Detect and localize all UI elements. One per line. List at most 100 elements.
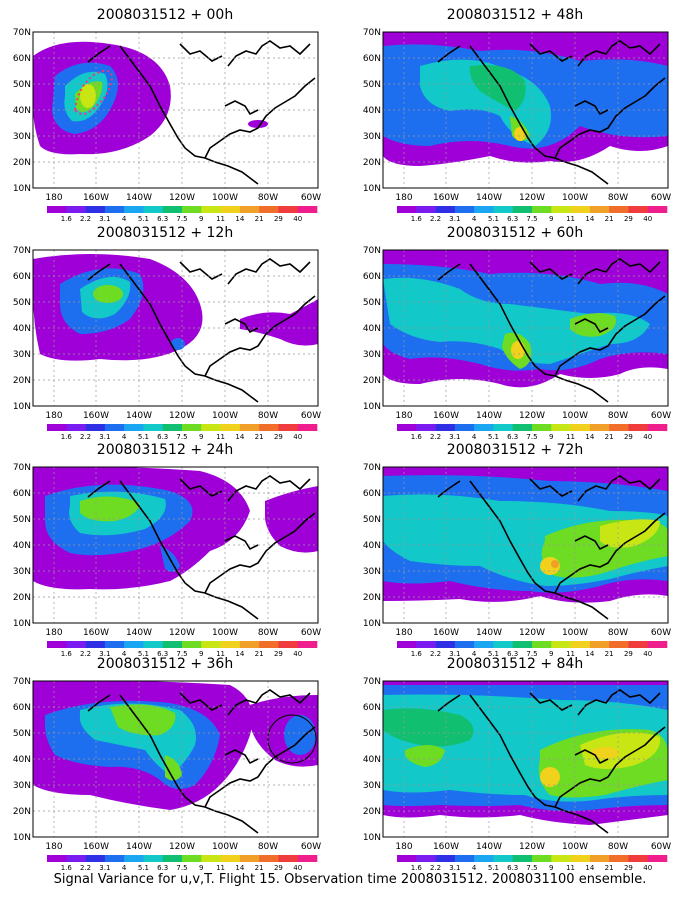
lon-label: 120W xyxy=(519,193,545,203)
variance-region xyxy=(551,560,559,568)
colorbar-swatch xyxy=(124,641,144,648)
colorbar-swatch xyxy=(220,641,241,648)
lon-label: 180 xyxy=(45,628,62,638)
colorbar-swatch xyxy=(66,424,86,431)
lon-label: 160W xyxy=(83,842,109,852)
variance-region xyxy=(600,519,660,548)
panel-60h: 2008031512 + 60h 70N 60N 50N xyxy=(350,224,680,439)
colorbar-label: 11 xyxy=(566,864,575,870)
colorbar-swatch xyxy=(512,206,533,213)
panel-72h: 2008031512 + 72h 70N 60N xyxy=(350,441,680,656)
colorbar-swatch xyxy=(201,206,221,213)
lon-label: 80W xyxy=(608,628,628,638)
variance-region xyxy=(110,704,176,736)
colorbar-swatch xyxy=(85,424,106,431)
colorbar-swatch xyxy=(435,206,456,213)
colorbar-swatch xyxy=(182,424,202,431)
colorbar-swatch xyxy=(259,424,279,431)
colorbar-label: 9 xyxy=(199,650,203,656)
colorbar-swatch xyxy=(397,855,417,862)
panel-title: 2008031512 + 00h xyxy=(96,7,234,23)
lon-label: 80W xyxy=(258,193,278,203)
lat-label: 50N xyxy=(363,515,381,525)
colorbar-swatch xyxy=(628,855,649,862)
colorbar-swatch xyxy=(532,855,552,862)
colorbar: 1.6 2.2 3.1 4 5.1 6.3 7.5 9 11 14 21 29 40 xyxy=(397,424,668,439)
colorbar-label: 11 xyxy=(216,215,225,221)
colorbar-label: 5.1 xyxy=(138,433,149,439)
colorbar-label: 5.1 xyxy=(488,864,499,870)
lat-label: 50N xyxy=(363,729,381,739)
lat-label: 10N xyxy=(13,402,31,412)
lon-label: 80W xyxy=(608,842,628,852)
lon-label: 80W xyxy=(258,411,278,421)
colorbar-swatch xyxy=(124,206,144,213)
colorbar-label: 21 xyxy=(605,864,614,870)
colorbar-label: 2.2 xyxy=(80,433,91,439)
lat-label: 40N xyxy=(363,541,381,551)
colorbar-swatch xyxy=(297,424,318,431)
colorbar-label: 29 xyxy=(274,864,283,870)
colorbar-swatch xyxy=(570,641,591,648)
lon-label: 120W xyxy=(519,628,545,638)
colorbar-label: 9 xyxy=(549,864,553,870)
colorbar-swatch xyxy=(220,206,241,213)
colorbar-label: 2.2 xyxy=(430,215,441,221)
coastline xyxy=(87,258,316,403)
lon-label: 80W xyxy=(258,842,278,852)
colorbar-swatch xyxy=(628,641,649,648)
lat-label: 40N xyxy=(13,106,31,116)
lat-label: 70N xyxy=(363,246,381,256)
lat-label: 30N xyxy=(13,567,31,577)
lon-label: 160W xyxy=(83,411,109,421)
colorbar-swatch xyxy=(66,206,86,213)
panel-title: 2008031512 + 60h xyxy=(446,225,584,241)
colorbar-label: 7.5 xyxy=(176,433,187,439)
lat-label: 10N xyxy=(13,184,31,194)
colorbar-swatch xyxy=(104,206,125,213)
colorbar-label: 7.5 xyxy=(526,864,537,870)
lon-label: 120W xyxy=(169,411,195,421)
colorbar-label: 1.6 xyxy=(411,433,423,439)
colorbar-swatch xyxy=(493,424,514,431)
variance-map: 70N 60N 50N 40N 30N 20N 10N 180 160W 140… xyxy=(363,246,671,439)
variance-region xyxy=(80,496,140,522)
lat-label: 20N xyxy=(363,376,381,386)
colorbar-swatch xyxy=(85,855,106,862)
colorbar-label: 11 xyxy=(216,433,225,439)
colorbar-label: 40 xyxy=(643,864,652,870)
lon-label: 160W xyxy=(433,193,459,203)
lon-label: 180 xyxy=(45,842,62,852)
lon-label: 60W xyxy=(651,193,671,203)
colorbar-label: 40 xyxy=(293,864,302,870)
lat-label: 40N xyxy=(13,324,31,334)
colorbar-swatch xyxy=(259,855,279,862)
lat-label: 70N xyxy=(363,28,381,38)
lon-label: 80W xyxy=(608,411,628,421)
colorbar-label: 14 xyxy=(585,864,594,870)
coastline xyxy=(437,40,666,185)
lat-label: 10N xyxy=(363,184,381,194)
colorbar-swatch xyxy=(609,424,629,431)
colorbar-label: 9 xyxy=(199,215,203,221)
lat-label: 60N xyxy=(363,489,381,499)
colorbar-swatch xyxy=(66,855,86,862)
panel-title: 2008031512 + 12h xyxy=(96,225,234,241)
colorbar-swatch xyxy=(278,424,299,431)
panel-title: 2008031512 + 84h xyxy=(446,656,584,672)
coastline xyxy=(87,689,316,834)
colorbar-label: 6.3 xyxy=(507,433,518,439)
panel-title: 2008031512 + 24h xyxy=(96,442,234,458)
colorbar-label: 1.6 xyxy=(411,650,423,656)
colorbar-swatch xyxy=(454,424,475,431)
colorbar-swatch xyxy=(124,855,144,862)
variance-map: 70N 60N 50N 40N 30N 20N 10N 180 160W 140… xyxy=(13,246,321,439)
lon-label: 180 xyxy=(45,411,62,421)
colorbar-swatch xyxy=(278,206,299,213)
lat-label: 60N xyxy=(13,703,31,713)
colorbar-label: 7.5 xyxy=(526,433,537,439)
colorbar-label: 11 xyxy=(566,215,575,221)
lat-label: 70N xyxy=(13,246,31,256)
colorbar-label: 11 xyxy=(566,433,575,439)
colorbar-label: 29 xyxy=(624,864,633,870)
